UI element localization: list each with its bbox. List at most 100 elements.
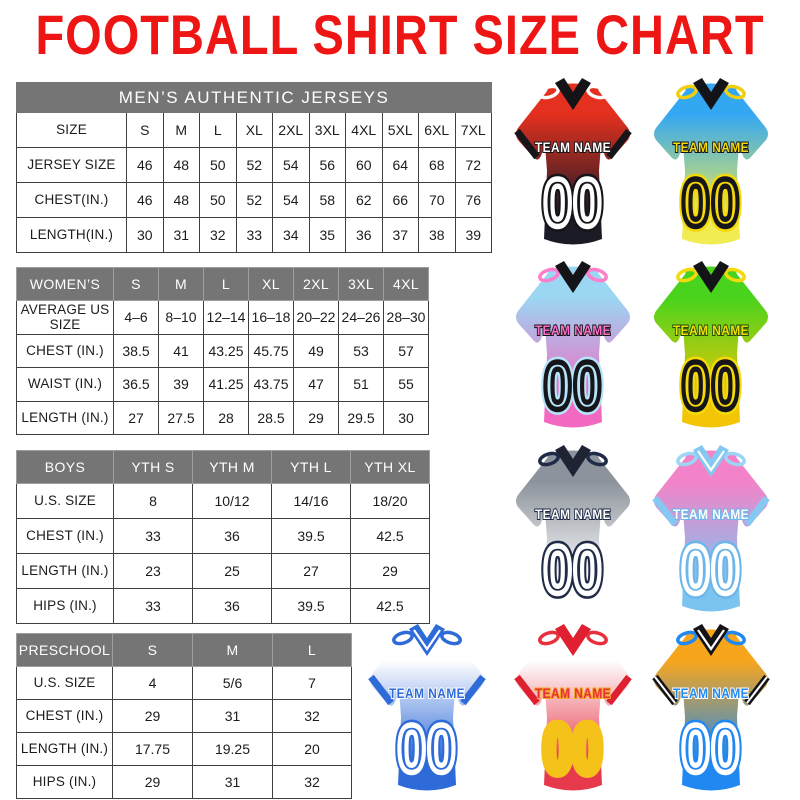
table-header-cell: M <box>192 633 273 667</box>
table-header-cell: PRESCHOOL <box>16 633 113 667</box>
jersey-body <box>543 266 603 428</box>
jersey-team-name-label: TEAM NAME <box>535 506 611 522</box>
table-title-cell: MEN’S AUTHENTIC JERSEYS <box>15 82 493 113</box>
svg-text:00: 00 <box>543 532 602 607</box>
table-cell: 62 <box>345 182 383 218</box>
table-cell: 38.5 <box>113 333 159 368</box>
table-header-cell: 2XL <box>293 267 339 301</box>
table-cell: 36.5 <box>113 367 159 402</box>
row-label-cell: HIPS (IN.) <box>16 588 114 624</box>
left-sleeve <box>654 90 692 160</box>
table-cell: 60 <box>345 147 383 183</box>
table-cell: L <box>199 112 237 148</box>
jersey-white-royal: TEAM NAME 00 00 00 <box>362 622 492 797</box>
table-cell: 51 <box>338 367 384 402</box>
table-cell: 29 <box>350 553 430 589</box>
table-header-cell: BOYS <box>16 450 114 484</box>
table-cell: 45.75 <box>248 333 294 368</box>
table-cell: 17.75 <box>112 732 193 766</box>
svg-text:00: 00 <box>681 165 740 240</box>
table-cell: 14/16 <box>271 483 351 519</box>
jersey-body <box>681 83 741 245</box>
jersey-body <box>681 629 741 791</box>
jersey-team-name-label: TEAM NAME <box>389 685 465 701</box>
jersey-graphic: TEAM NAME 00 00 00 <box>514 78 632 245</box>
right-shoulder-loop <box>724 630 746 646</box>
table-header-cell: S <box>112 633 193 667</box>
table-cell: 43.75 <box>248 367 294 402</box>
v-neck-collar <box>409 624 445 656</box>
v-neck-collar <box>693 624 729 656</box>
table-cell: 39.5 <box>271 588 351 624</box>
table-cell: 39 <box>454 217 493 253</box>
table-cell: 37 <box>381 217 419 253</box>
table-cell: 33 <box>113 518 193 554</box>
svg-text:00: 00 <box>397 711 456 786</box>
table-cell: 23 <box>113 553 193 589</box>
table-cell: 50 <box>199 182 237 218</box>
right-shoulder-loop <box>724 84 746 100</box>
svg-text:00: 00 <box>543 348 602 423</box>
jersey-orange-blue: TEAM NAME 00 00 00 <box>646 622 776 797</box>
jersey-body <box>543 629 603 791</box>
table-cell: 19.25 <box>192 732 273 766</box>
table-cell: 27 <box>271 553 351 589</box>
table-cell: 52 <box>235 147 273 183</box>
table-cell: 70 <box>418 182 456 218</box>
table-cell: 42.5 <box>350 518 430 554</box>
table-cell: 53 <box>338 333 384 368</box>
table-header-cell: YTH L <box>271 450 351 484</box>
table-cell: 6XL <box>418 112 456 148</box>
table-cell: 29 <box>293 400 339 435</box>
svg-text:00: 00 <box>681 348 740 423</box>
right-sleeve <box>730 273 768 343</box>
table-cell: 4–6 <box>113 300 159 335</box>
v-neck-collar <box>555 445 591 477</box>
row-label-cell: U.S. SIZE <box>16 666 113 700</box>
v-neck-collar <box>555 78 591 110</box>
v-neck-collar <box>693 261 729 293</box>
table-cell: 52 <box>235 182 273 218</box>
v-neck-collar <box>555 261 591 293</box>
table-cell: 20 <box>272 732 352 766</box>
table-cell: 55 <box>383 367 429 402</box>
table-cell: 32 <box>272 699 352 733</box>
table-cell: 38 <box>418 217 456 253</box>
table-cell: 33 <box>113 588 193 624</box>
left-shoulder-loop <box>676 84 698 100</box>
svg-text:00: 00 <box>543 532 602 607</box>
right-sleeve <box>592 457 630 527</box>
jersey-graphic: TEAM NAME 00 00 00 <box>368 624 486 791</box>
table-cell: 48 <box>162 147 200 183</box>
jersey-team-name-label: TEAM NAME <box>535 322 611 338</box>
table-cell: 10/12 <box>192 483 272 519</box>
right-shoulder-loop <box>724 267 746 283</box>
table-cell: 43.25 <box>203 333 249 368</box>
table-cell: 48 <box>162 182 200 218</box>
collar-stripe <box>697 629 725 651</box>
jersey-graphic: TEAM NAME 00 00 00 <box>514 624 632 791</box>
row-label-cell: AVERAGE US SIZE <box>16 300 114 335</box>
table-cell: 54 <box>272 182 310 218</box>
table-cell: 31 <box>192 699 273 733</box>
jersey-team-name-label: TEAM NAME <box>535 685 611 701</box>
jersey-team-name-label: TEAM NAME <box>673 506 749 522</box>
row-label-cell: CHEST(IN.) <box>16 182 127 218</box>
table-header-cell: S <box>113 267 159 301</box>
jersey-blue-yellow: TEAM NAME 00 00 00 <box>646 76 776 251</box>
table-cell: 39 <box>158 367 204 402</box>
row-label-cell: CHEST (IN.) <box>16 333 114 368</box>
table-cell: 47 <box>293 367 339 402</box>
table-cell: 20–22 <box>293 300 339 335</box>
svg-text:00: 00 <box>543 348 602 423</box>
table-cell: 27 <box>113 400 159 435</box>
v-neck-collar <box>555 624 591 656</box>
jersey-body <box>543 83 603 245</box>
svg-text:00: 00 <box>543 165 602 240</box>
table-header-cell: 4XL <box>383 267 429 301</box>
table-cell: 16–18 <box>248 300 294 335</box>
table-cell: 28 <box>203 400 249 435</box>
v-neck-collar <box>693 78 729 110</box>
table-cell: 7 <box>272 666 352 700</box>
table-cell: 27.5 <box>158 400 204 435</box>
